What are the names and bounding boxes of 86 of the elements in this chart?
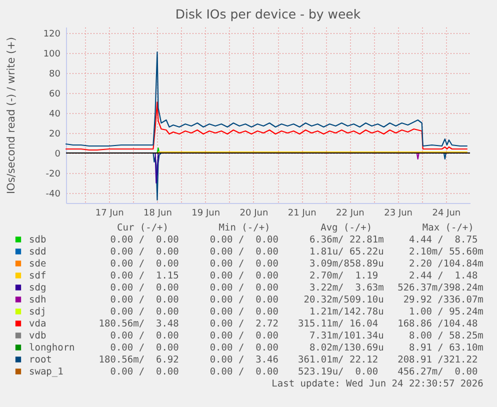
text: 4.44 / 8.75 [409,234,478,246]
y-tick-label: -20 [46,170,61,180]
text: 0.00 / 0.00 [210,282,279,294]
text: 456.27m/ 0.00 [398,366,478,378]
text: 7.31m/101.34u [309,330,384,342]
text: 1.21m/142.78u [309,306,384,318]
y-tick-label: 40 [49,110,61,120]
text: 361.01m/ 22.12 [298,354,378,366]
legend-label: vdb [29,330,46,342]
y-tick-label: 100 [43,50,61,60]
text: 0.00 / 3.46 [210,354,279,366]
text: Min (-/+) [218,222,270,234]
legend-label: swap_1 [29,366,64,378]
legend-label: root [29,354,52,366]
y-axis-title: IOs/second read (-) / write (+) [6,36,18,194]
text: 0.00 / 0.00 [110,366,180,378]
text: 0.00 / 0.00 [210,270,279,282]
legend-label: sdd [29,246,46,258]
text: 0.00 / 0.00 [210,294,279,306]
text: 8.00 / 58.25m [409,330,484,342]
x-tick-label: 20 Jun [240,208,268,218]
text: 0.00 / 0.00 [110,306,180,318]
legend-label: sdf [29,270,46,282]
text: 0.00 / 0.00 [110,234,180,246]
text: 1.81u/ 65.22u [309,246,384,258]
legend-label: sdb [29,234,46,246]
text: 0.00 / 0.00 [110,330,180,342]
text: 0.00 / 0.00 [210,246,279,258]
text: Avg (-/+) [320,222,372,234]
text: 0.00 / 0.00 [210,330,279,342]
text: 526.37m/398.24m [398,282,484,294]
text: 0.00 / 0.00 [210,258,279,270]
text: 0.00 / 0.00 [110,342,180,354]
text: 6.36m/ 22.81m [309,234,384,246]
x-tick-label: 23 Jun [384,208,413,218]
text: 0.00 / 0.00 [110,246,180,258]
text: 0.00 / 2.72 [210,318,278,330]
text: 2.44 / 1.48 [409,270,478,282]
y-tick-label: 60 [49,90,61,100]
text: 180.56m/ 6.92 [98,354,179,366]
text: 8.91 / 63.10m [409,342,484,354]
text: 0.00 / 0.00 [210,366,279,378]
text: 0.00 / 1.15 [110,270,179,282]
text: 180.56m/ 3.48 [98,318,180,330]
text: 208.91 /321.22 [398,354,478,366]
text: 315.11m/ 16.04 [298,318,378,330]
y-tick-label: 20 [49,130,61,140]
text: 3.09m/858.89u [309,258,384,270]
text: 0.00 / 0.00 [210,306,279,318]
legend-label: sdj [29,306,46,318]
text: 0.00 / 0.00 [110,258,180,270]
legend-label: sdg [29,282,46,294]
text: 168.86 /104.48 [398,318,478,330]
x-tick-label: 22 Jun [336,208,364,218]
x-tick-label: 24 Jun [432,208,461,218]
legend-label: vda [29,318,46,330]
text: 3.22m/ 3.63m [309,282,384,294]
line-series [65,101,468,151]
x-tick-label: 18 Jun [144,208,172,218]
text: 2.70m/ 1.19 [309,270,378,282]
y-tick-label: -40 [46,190,61,200]
text: 0.00 / 0.00 [110,282,180,294]
text: 1.00 / 95.24m [409,306,484,318]
y-tick-label: 80 [49,70,61,80]
x-tick-label: 21 Jun [288,208,316,218]
x-tick-label: 19 Jun [192,208,220,218]
text: 0.00 / 0.00 [110,294,180,306]
chart-title: Disk IOs per device - by week [175,6,362,22]
text: 8.02m/130.69u [309,342,384,354]
text: 0.00 / 0.00 [210,342,279,354]
text: 523.19u/ 0.00 [298,366,378,378]
text: 0.00 / 0.00 [210,234,279,246]
line-series [65,51,468,147]
legend-label: sde [29,258,46,270]
text: 2.20 /104.84m [409,258,484,270]
text: Last update: Wed Jun 24 22:30:57 2026 [272,378,484,390]
text: 20.32m/509.10u [304,294,384,306]
text: Cur (-/+) [117,222,168,234]
y-tick-label: 120 [43,30,61,40]
text: 2.10m/ 55.60m [409,246,484,258]
legend-label: longhorn [29,342,75,354]
text: Max (-/+) [422,222,474,234]
text: 29.92 /336.07m [403,294,484,306]
legend-label: sdh [29,294,46,306]
x-tick-label: 17 Jun [95,208,124,218]
y-tick-label: 0 [54,150,61,160]
